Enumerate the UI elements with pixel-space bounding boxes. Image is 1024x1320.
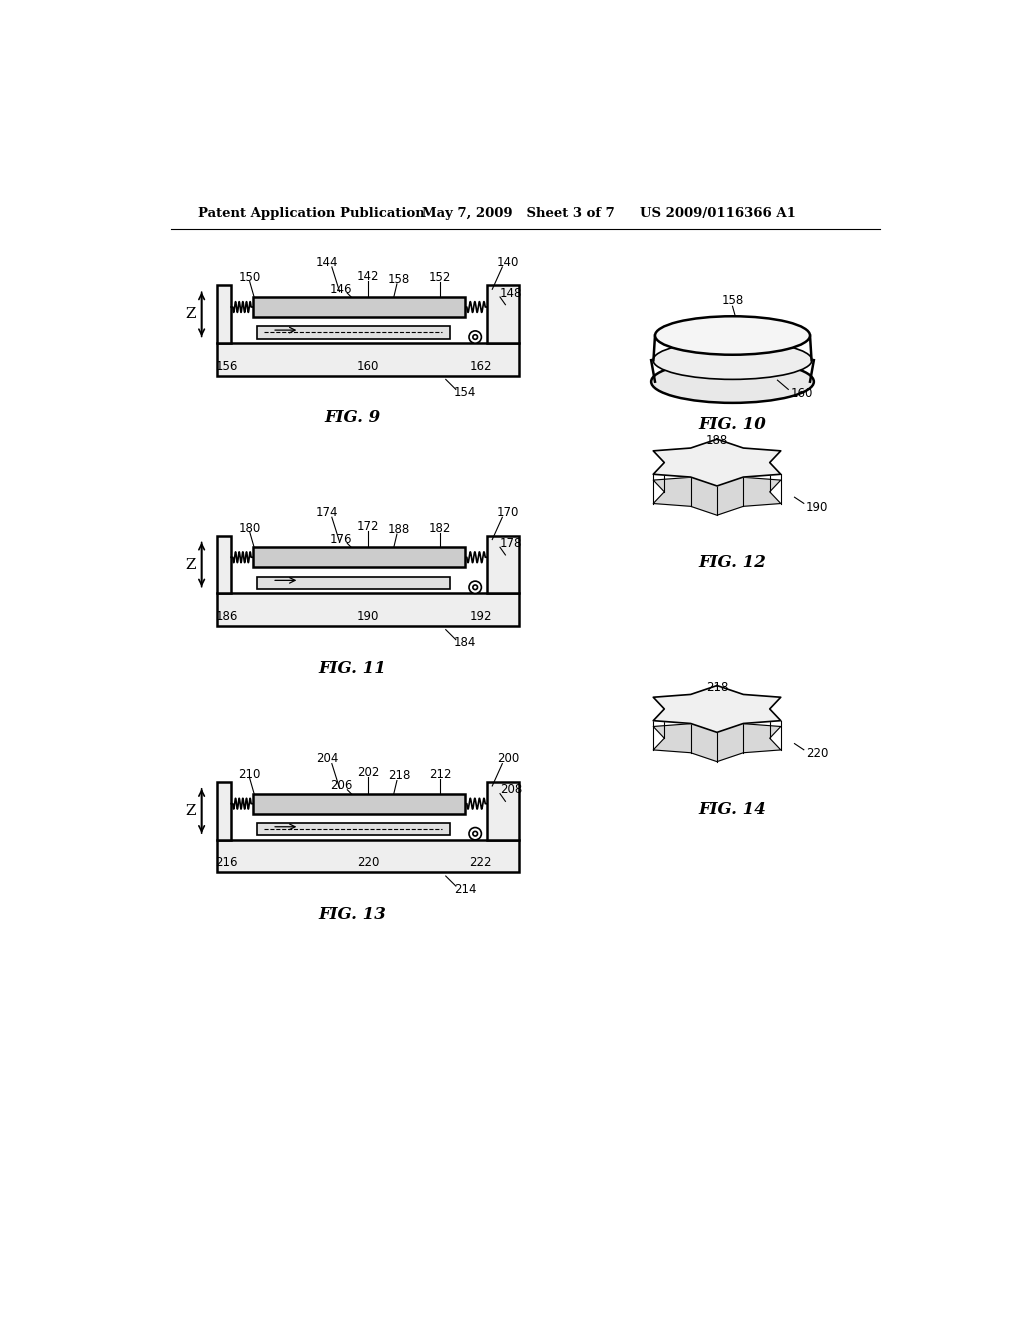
Text: 158: 158	[721, 294, 743, 308]
Text: 140: 140	[497, 256, 519, 269]
Text: 176: 176	[330, 533, 352, 546]
Circle shape	[469, 828, 481, 840]
Text: 216: 216	[215, 857, 238, 870]
Circle shape	[469, 581, 481, 594]
Bar	[217, 536, 231, 594]
Text: 160: 160	[357, 360, 380, 372]
Text: 144: 144	[316, 256, 338, 269]
Text: 158: 158	[388, 273, 411, 286]
Text: 204: 204	[316, 752, 338, 766]
Text: 214: 214	[454, 883, 476, 896]
Bar	[217, 285, 231, 343]
Bar	[217, 594, 519, 626]
Polygon shape	[653, 440, 780, 486]
Text: 172: 172	[357, 520, 380, 533]
Ellipse shape	[651, 360, 814, 403]
Circle shape	[473, 832, 477, 836]
Text: 146: 146	[330, 282, 352, 296]
Text: 200: 200	[497, 752, 519, 766]
Text: 182: 182	[429, 521, 452, 535]
Text: FIG. 13: FIG. 13	[318, 906, 387, 923]
Text: 222: 222	[469, 857, 492, 870]
Text: Z: Z	[185, 557, 196, 572]
Text: 150: 150	[239, 271, 261, 284]
Text: 148: 148	[500, 286, 522, 300]
Text: 220: 220	[806, 747, 828, 760]
Ellipse shape	[655, 317, 810, 355]
Polygon shape	[653, 685, 780, 733]
Text: 208: 208	[500, 783, 522, 796]
Circle shape	[473, 585, 477, 590]
Text: Patent Application Publication: Patent Application Publication	[198, 207, 425, 220]
Text: 154: 154	[454, 385, 476, 399]
Text: 220: 220	[357, 857, 380, 870]
Text: 192: 192	[469, 610, 492, 623]
Text: 218: 218	[706, 681, 728, 694]
Text: FIG. 14: FIG. 14	[698, 800, 766, 817]
Bar	[253, 793, 465, 813]
Bar	[257, 822, 450, 836]
Text: 206: 206	[330, 779, 352, 792]
Polygon shape	[653, 715, 780, 762]
Text: FIG. 11: FIG. 11	[318, 660, 387, 677]
Text: 210: 210	[239, 768, 261, 781]
Text: 190: 190	[806, 500, 828, 513]
Text: 190: 190	[357, 610, 380, 623]
Text: 174: 174	[316, 506, 338, 519]
Bar	[217, 840, 519, 873]
Text: FIG. 10: FIG. 10	[698, 416, 766, 433]
Text: 188: 188	[388, 523, 411, 536]
Text: 218: 218	[388, 770, 411, 783]
Bar	[217, 781, 231, 840]
Text: FIG. 9: FIG. 9	[325, 409, 381, 426]
Bar	[486, 781, 519, 840]
Ellipse shape	[653, 341, 812, 379]
Bar	[486, 536, 519, 594]
Bar	[253, 297, 465, 317]
Text: 160: 160	[791, 387, 813, 400]
Text: Z: Z	[185, 804, 196, 818]
Text: 180: 180	[239, 521, 261, 535]
Bar	[486, 285, 519, 343]
Bar	[257, 326, 450, 339]
Text: 186: 186	[215, 610, 238, 623]
Text: 212: 212	[429, 768, 452, 781]
Bar	[257, 577, 450, 589]
Text: 188: 188	[706, 434, 728, 447]
Text: 178: 178	[500, 537, 522, 550]
Circle shape	[469, 331, 481, 343]
Text: 162: 162	[469, 360, 492, 372]
Text: 156: 156	[215, 360, 238, 372]
Circle shape	[473, 335, 477, 339]
Text: US 2009/0116366 A1: US 2009/0116366 A1	[640, 207, 796, 220]
Text: 202: 202	[357, 767, 380, 779]
Polygon shape	[653, 469, 780, 515]
Text: 170: 170	[497, 506, 519, 519]
Bar	[253, 548, 465, 568]
Text: 152: 152	[429, 271, 452, 284]
Text: 142: 142	[357, 269, 380, 282]
Text: Z: Z	[185, 308, 196, 321]
Text: FIG. 12: FIG. 12	[698, 554, 766, 572]
Text: May 7, 2009   Sheet 3 of 7: May 7, 2009 Sheet 3 of 7	[423, 207, 615, 220]
Text: 184: 184	[454, 636, 476, 649]
Bar	[217, 343, 519, 376]
